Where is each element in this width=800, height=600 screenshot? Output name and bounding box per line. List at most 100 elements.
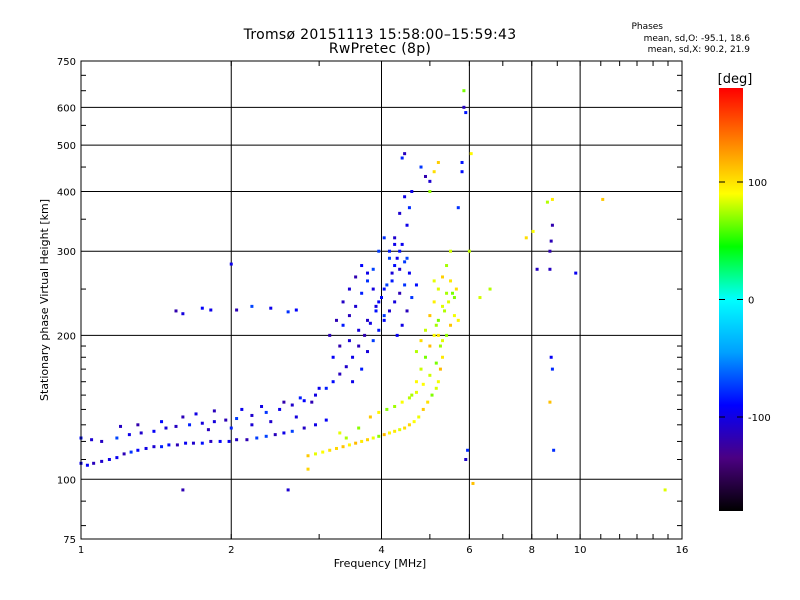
y-tick-label: 600 (57, 103, 76, 114)
o-mode-point (410, 296, 414, 300)
x-mode-point (410, 393, 414, 397)
colorbar: [deg] 100 0 -100 (718, 72, 771, 511)
chart-subtitle: RwPretec (8p) (328, 41, 432, 57)
x-mode-point (371, 436, 375, 440)
o-mode-point (273, 433, 277, 437)
grid-lines (81, 61, 682, 539)
o-mode-point (250, 304, 254, 308)
x-axis-label: Frequency [MHz] (334, 557, 426, 570)
o-mode-point (382, 314, 386, 318)
x-mode-point (432, 333, 436, 337)
o-mode-point (385, 283, 389, 287)
x-mode-point (344, 436, 348, 440)
colorbar-tick-label: 0 (748, 296, 754, 307)
o-mode-point (119, 424, 123, 428)
x-mode-point (434, 386, 438, 390)
o-mode-point (403, 283, 407, 287)
phase-stats-x-mode: mean, sd,X: 90.2, 21.9 (647, 45, 750, 55)
o-mode-point (360, 291, 364, 295)
x-mode-point (531, 229, 535, 233)
x-mode-point (426, 400, 430, 404)
x-mode-point (436, 318, 440, 322)
x-mode-point (445, 264, 449, 268)
x-mode-point (445, 333, 449, 337)
x-mode-point (407, 396, 411, 400)
x-mode-point (441, 355, 445, 359)
o-mode-point (250, 413, 254, 417)
o-mode-point (224, 418, 228, 422)
x-mode-point (387, 431, 391, 435)
o-mode-point (380, 296, 383, 300)
o-mode-point (324, 386, 328, 390)
x-mode-point (393, 404, 397, 408)
o-mode-point (212, 420, 216, 424)
o-mode-point (363, 333, 367, 337)
o-mode-point (181, 488, 185, 492)
x-mode-point (368, 415, 372, 419)
x-mode-point (414, 390, 418, 394)
o-mode-point (235, 438, 239, 442)
o-mode-point (460, 160, 464, 164)
o-mode-point (338, 344, 342, 348)
o-mode-point (366, 318, 370, 322)
o-mode-point (250, 423, 254, 427)
y-tick-label: 100 (57, 475, 76, 486)
o-mode-point (460, 170, 464, 174)
o-mode-point (382, 318, 386, 322)
o-mode-point (290, 429, 294, 433)
x-mode-point (462, 89, 466, 93)
o-mode-point (136, 448, 140, 452)
x-mode-point (663, 488, 667, 492)
o-mode-point (387, 309, 391, 313)
x-mode-point (545, 200, 549, 204)
x-mode-point (423, 355, 427, 359)
y-tick-label: 400 (57, 187, 76, 198)
o-mode-point (206, 428, 210, 432)
o-mode-point (341, 300, 345, 304)
o-mode-point (398, 211, 402, 215)
x-mode-point (469, 152, 473, 156)
x-mode-point (414, 350, 418, 354)
x-mode-point (428, 344, 432, 348)
o-mode-point (194, 412, 198, 416)
o-mode-point (229, 426, 233, 430)
x-mode-point (548, 400, 552, 404)
x-mode-point (447, 300, 451, 304)
o-mode-point (395, 256, 399, 260)
x-mode-point (454, 287, 458, 291)
x-mode-point (419, 367, 423, 371)
x-mode-point (601, 197, 605, 201)
o-mode-point (393, 300, 397, 304)
o-mode-point (395, 333, 399, 337)
o-mode-point (184, 441, 188, 445)
x-mode-point (421, 382, 425, 386)
o-mode-point (92, 461, 96, 465)
o-mode-point (377, 328, 381, 332)
x-mode-point (436, 160, 440, 164)
x-mode-point (436, 287, 440, 291)
o-mode-point (90, 438, 94, 442)
x-mode-point (306, 454, 310, 458)
o-mode-point (366, 271, 370, 275)
x-mode-point (341, 445, 345, 449)
colorbar-tick-label: -100 (748, 413, 771, 424)
o-mode-point (282, 400, 286, 404)
o-mode-point (212, 409, 216, 413)
x-mode-point (449, 323, 453, 327)
x-mode-point (412, 420, 416, 424)
o-mode-point (377, 300, 381, 304)
o-mode-point (357, 328, 361, 332)
y-axis-label: Stationary phase Virtual Height [km] (38, 199, 51, 401)
y-tick-label: 200 (57, 331, 76, 342)
o-mode-point (405, 309, 409, 313)
o-mode-point (152, 445, 156, 449)
o-mode-point (227, 439, 231, 443)
o-mode-point (371, 267, 375, 271)
x-mode-point (432, 279, 436, 283)
x-mode-point (452, 314, 456, 318)
o-mode-point (200, 306, 204, 310)
o-mode-point (160, 445, 164, 449)
o-mode-point (407, 271, 411, 275)
o-mode-point (549, 355, 553, 359)
o-mode-point (286, 488, 290, 492)
